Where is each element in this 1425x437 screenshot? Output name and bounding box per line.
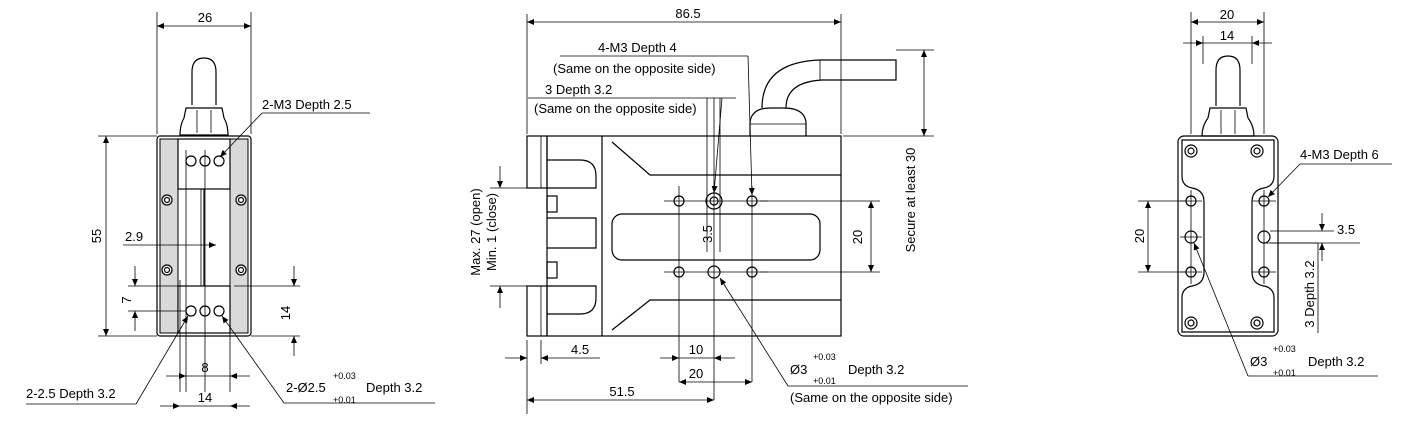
label-side-m3: 4-M3 Depth 4 <box>598 40 677 55</box>
end-view: 20 14 4-M3 Depth 6 20 3.5 3 Depth 3.2 Ø3… <box>1132 7 1392 378</box>
dim-end-inner-width: 14 <box>1220 28 1234 43</box>
side-jaw-finger-upper <box>547 159 597 189</box>
end-body <box>1177 135 1279 337</box>
end-gland-nut <box>1201 117 1255 137</box>
side-upper-jaw <box>526 135 548 189</box>
side-body <box>546 135 842 337</box>
dim-side-length: 86.5 <box>675 6 700 21</box>
front-gland-nut <box>179 117 229 136</box>
dim-side-center: 51.5 <box>609 384 634 399</box>
label-end-pin-tol-lower: +0.01 <box>1273 368 1296 378</box>
dim-front-height: 55 <box>89 229 104 243</box>
label-front-m3: 2-M3 Depth 2.5 <box>262 97 352 112</box>
label-side-same-3: (Same on the opposite side) <box>790 390 953 405</box>
label-front-pin-tol-upper: +0.03 <box>333 371 356 381</box>
end-cable-gland <box>1207 107 1249 119</box>
front-handle <box>191 57 217 105</box>
dim-end-width: 20 <box>1220 7 1234 22</box>
side-cable <box>761 59 897 109</box>
dim-side-ten: 10 <box>689 342 703 357</box>
front-body <box>156 135 252 337</box>
front-pin-hole <box>185 305 197 317</box>
label-side-same-2: (Same on the opposite side) <box>534 101 697 116</box>
dim-front-hole-span: 14 <box>198 390 212 405</box>
side-lower-jaw <box>526 285 548 337</box>
end-plate <box>1181 139 1275 333</box>
end-handle <box>1215 55 1241 106</box>
dim-side-twenty: 20 <box>689 366 703 381</box>
dim-front-offset: 2.9 <box>125 229 143 244</box>
front-m3-hole <box>213 155 225 167</box>
side-view: 86.5 4-M3 Depth 4 (Same on the opposite … <box>468 6 968 414</box>
dim-side-hole-pitch: 20 <box>850 230 865 244</box>
dim-end-offset: 3.5 <box>1337 222 1355 237</box>
side-jaw-finger-mid <box>547 217 597 249</box>
label-side-pin-tol-lower: +0.01 <box>813 376 836 386</box>
dim-front-pitch: 8 <box>201 360 208 375</box>
dim-front-seven: 7 <box>119 296 134 303</box>
label-end-3-depth: 3 Depth 3.2 <box>1302 260 1317 327</box>
label-end-pin: Ø3 <box>1250 354 1267 369</box>
dim-front-jaw-height: 14 <box>278 306 293 320</box>
label-side-3-depth: 3 Depth 3.2 <box>545 82 612 97</box>
side-chamfer-upper <box>611 141 841 176</box>
side-jaw-finger-lower <box>547 285 597 315</box>
side-cable-gland <box>749 107 807 136</box>
label-front-hole: 2-2.5 Depth 3.2 <box>26 386 116 401</box>
side-slot <box>611 213 821 261</box>
front-cable-gland <box>183 107 225 119</box>
label-side-secure: Secure at least 30 <box>903 148 918 253</box>
label-side-pin-tol-upper: +0.03 <box>813 352 836 362</box>
label-end-pin-tol-upper: +0.03 <box>1273 344 1296 354</box>
dim-side-offset: 3.5 <box>700 225 715 243</box>
dim-side-jaw-offset: 4.5 <box>571 342 589 357</box>
label-side-open: Max. 27 (open) <box>468 188 483 275</box>
dim-front-width: 26 <box>198 10 212 25</box>
side-chamfer-lower <box>611 299 841 331</box>
front-view: 26 55 2.9 7 14 8 14 2-M3 Depth 2.5 <box>26 10 435 409</box>
label-end-m3: 4-M3 Depth 6 <box>1300 147 1379 162</box>
label-front-pin: 2-Ø2.5 <box>286 380 326 395</box>
label-side-close: Min. 1 (close) <box>484 193 499 271</box>
front-m3-hole <box>185 155 197 167</box>
label-front-pin-depth: Depth 3.2 <box>366 380 422 395</box>
label-end-pin-depth: Depth 3.2 <box>1308 354 1364 369</box>
dim-end-hole-pitch: 20 <box>1132 229 1147 243</box>
front-side-plate-right <box>229 138 249 334</box>
front-pin-hole <box>213 305 225 317</box>
label-front-pin-tol-lower: +0.01 <box>333 395 356 405</box>
label-side-pin: Ø3 <box>790 362 807 377</box>
label-side-pin-depth: Depth 3.2 <box>848 362 904 377</box>
front-side-plate-left <box>159 138 179 334</box>
label-side-same-1: (Same on the opposite side) <box>553 61 716 76</box>
